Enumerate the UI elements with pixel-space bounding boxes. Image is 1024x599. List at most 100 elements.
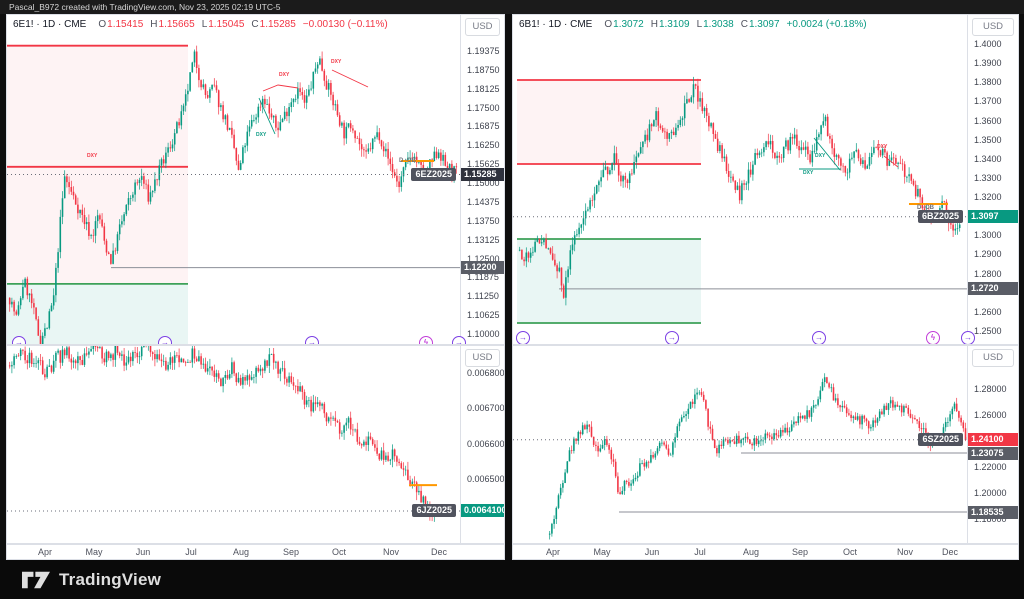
ohlc-key: C [740,19,748,30]
price-tick: 1.19375 [467,46,500,56]
annotation-label: DXY [331,59,342,65]
contract-roll-icon[interactable]: → [516,331,530,344]
price-tick: 1.3900 [974,58,1002,68]
ohlc-key: L [201,19,208,30]
chart-panel-6b: D -OB DXY DXY DXY USD 1.4000 1.3900 1.3800 1.370… [512,14,1019,345]
contract-roll-icon[interactable]: → [12,336,26,344]
annotation-label: DXY [279,72,290,78]
current-price-label: 1.24100 [968,433,1018,446]
price-tick: 1.16250 [467,140,500,150]
month-label: Jun [644,547,660,557]
candlestick-chart-6e[interactable] [7,15,460,345]
contract-roll-icon[interactable]: → [305,336,319,344]
price-tick: 1.3700 [974,96,1002,106]
month-label: Aug [232,547,250,557]
price-tick: 1.11875 [467,272,499,282]
time-axis-left[interactable]: Apr May Jun Jul Aug Sep Oct Nov Dec [6,544,505,560]
price-tick: 1.11250 [467,291,499,301]
month-label: Dec [430,547,448,557]
lightning-icon[interactable]: ϟ [926,331,940,344]
contract-roll-icon[interactable]: → [452,336,466,344]
attribution-bar: Pascal_B972 created with TradingView.com… [0,0,1024,14]
change-value: +0.0024 (+0.18%) [786,19,867,30]
month-label: Oct [842,547,858,557]
price-tick: 1.3400 [974,154,1002,164]
current-price-label: 1.15285 [461,168,504,181]
contract-roll-icon[interactable]: → [158,336,172,344]
ohlc-key: H [150,19,158,30]
price-level-label: 1.18535 [968,506,1018,519]
price-tick: 1.2900 [974,249,1002,259]
contract-label: 6JZ2025 [412,504,456,517]
month-label: Sep [282,547,300,557]
month-label: Nov [896,547,914,557]
symbol-title[interactable]: 6B1! · 1D · CME [519,19,593,30]
annotation-label: DXY [87,153,98,159]
ohlc-value: 1.15045 [208,19,245,30]
price-level-label: 1.23075 [968,447,1018,460]
price-tick: 1.2800 [974,269,1002,279]
month-label: Nov [382,547,400,557]
price-tick: 1.16875 [467,121,500,131]
contract-roll-icon[interactable]: → [665,331,679,344]
ohlc-value: 1.15665 [158,19,195,30]
candlestick-chart-6j[interactable] [7,346,460,544]
price-tick: 1.2500 [974,326,1002,336]
ohlc-key: H [650,19,658,30]
candlestick-chart-6b[interactable] [513,15,967,345]
price-tick: 1.17500 [467,103,500,113]
month-label: Dec [941,547,959,557]
currency-badge: USD [465,18,500,36]
price-tick: 1.15000 [467,178,500,188]
price-tick: 1.3000 [974,230,1002,240]
ohlc-key: O [98,19,107,30]
price-tick: 1.13750 [467,216,500,226]
month-label: May [85,547,103,557]
time-axis-right[interactable]: Apr May Jun Jul Aug Sep Oct Nov Dec [512,544,1019,560]
price-axis-6b[interactable]: USD 1.4000 1.3900 1.3800 1.3700 1.3600 1.3500 1… [967,15,1018,344]
month-label: Jul [694,547,706,557]
price-tick: 1.12500 [467,254,500,264]
symbol-header: 6B1! · 1D · CME O1.3072 H1.3109 L1.3038 C1.3… [519,19,867,30]
price-tick: 1.13125 [467,235,500,245]
price-tick: 1.2600 [974,307,1002,317]
ohlc-key: C [251,19,259,30]
price-tick: 1.3200 [974,192,1002,202]
price-tick: 1.15625 [467,159,500,169]
contract-roll-icon[interactable]: → [961,331,975,344]
symbol-title[interactable]: 6E1! · 1D · CME [13,19,87,30]
ohlc-value: 1.15285 [259,19,296,30]
ohlc-key: L [696,19,703,30]
chart-panel-6s: USD 1.28000 1.26000 1.22000 1.20000 1.18000 1.… [512,345,1019,544]
currency-badge: USD [972,349,1014,367]
price-tick: 1.3300 [974,173,1002,183]
contract-label: 6BZ2025 [917,210,963,223]
tradingview-logo-icon[interactable] [22,570,50,590]
price-tick: 1.26000 [974,410,1007,420]
contract-label: 6SZ2025 [918,433,963,446]
contract-roll-icon[interactable]: → [812,331,826,344]
candlestick-chart-6s[interactable] [513,346,967,544]
price-tick: 1.3500 [974,135,1002,145]
month-label: Jun [135,547,151,557]
price-tick: 1.4000 [974,39,1002,49]
ohlc-value: 1.3097 [748,19,780,30]
ohlc-key: O [604,19,613,30]
price-tick: 1.22000 [974,462,1007,472]
lightning-icon[interactable]: ϟ [419,336,433,344]
price-tick: 1.18125 [467,84,500,94]
annotation-label: DXY [877,144,888,150]
month-label: Jul [185,547,197,557]
price-tick: 1.3800 [974,77,1002,87]
brand-name[interactable]: TradingView [59,569,162,589]
ohlc-value: 1.3038 [703,19,734,30]
price-tick: 1.18000 [974,514,1007,524]
annotation-label: DXY [815,153,826,159]
price-level-label: 1.2720 [968,282,1018,295]
price-tick: 1.20000 [974,488,1007,498]
change-value: −0.00130 (−0.11%) [302,19,388,30]
